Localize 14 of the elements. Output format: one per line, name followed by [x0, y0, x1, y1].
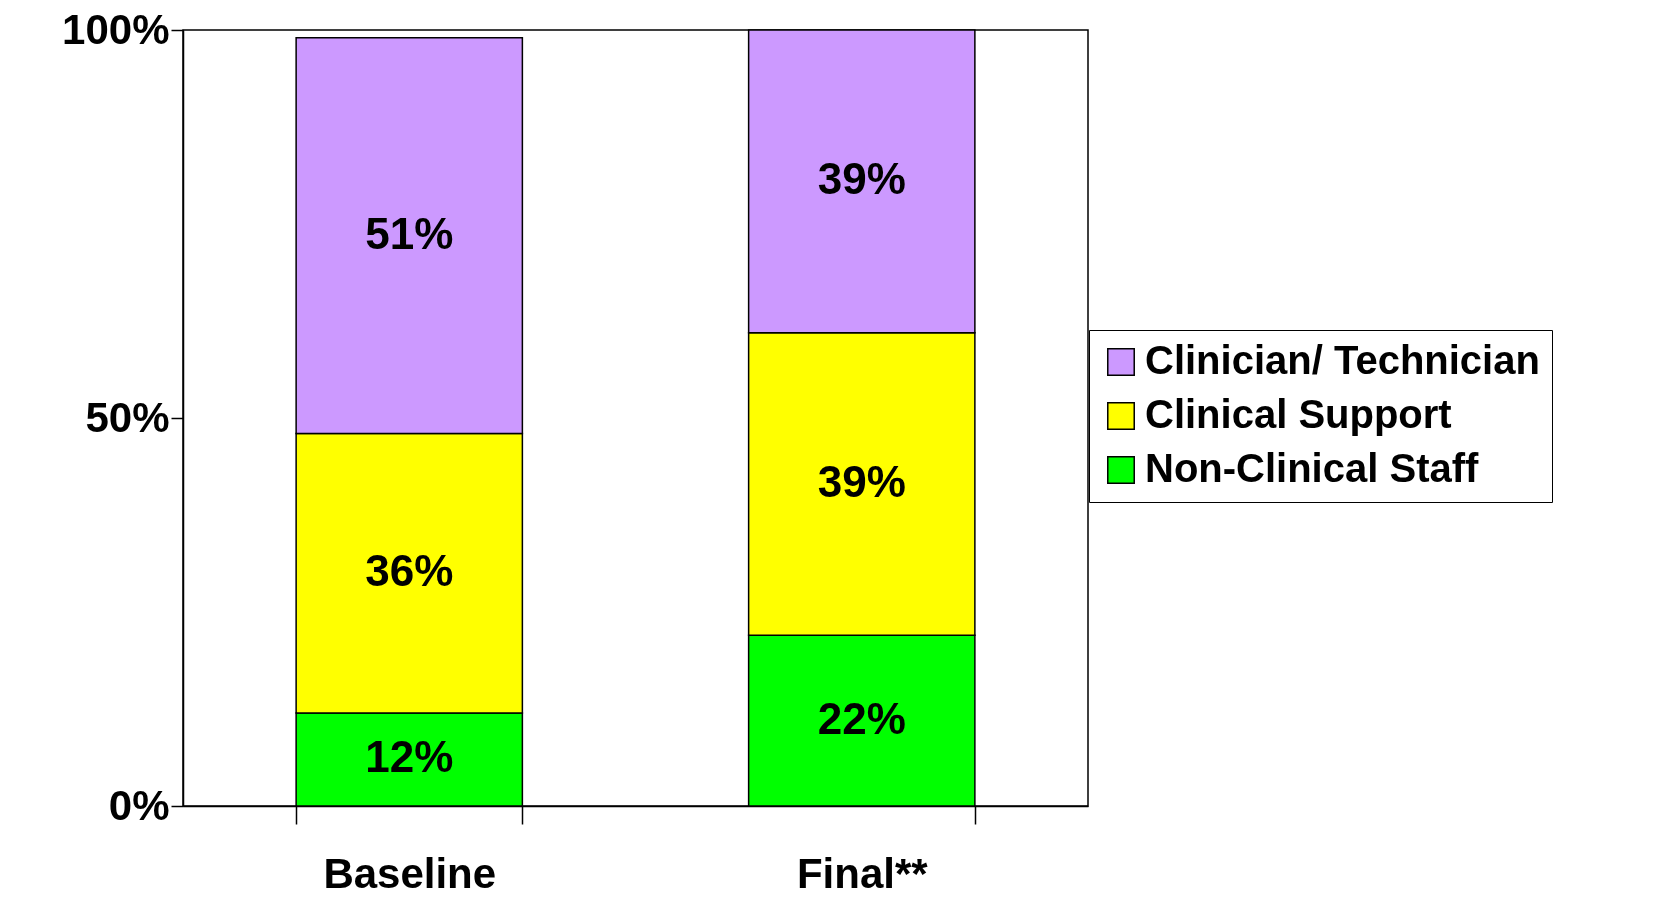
- x-tick-label: Baseline: [323, 849, 497, 897]
- data-label: 36%: [365, 546, 454, 596]
- data-label: 39%: [817, 154, 906, 204]
- legend-label: Clinical Support: [1145, 392, 1452, 436]
- y-tick-label: 0%: [108, 781, 170, 829]
- y-tick-label: 50%: [85, 393, 170, 441]
- data-label: 51%: [365, 208, 454, 258]
- data-label: 22%: [817, 693, 906, 743]
- legend-label: Non-Clinical Staff: [1145, 446, 1480, 490]
- y-tick-label: 100%: [62, 5, 170, 53]
- legend-label: Clinician/ Technician: [1145, 338, 1540, 382]
- data-label: 39%: [817, 456, 906, 506]
- x-tick-label: Final**: [796, 849, 929, 897]
- data-label: 12%: [365, 732, 454, 782]
